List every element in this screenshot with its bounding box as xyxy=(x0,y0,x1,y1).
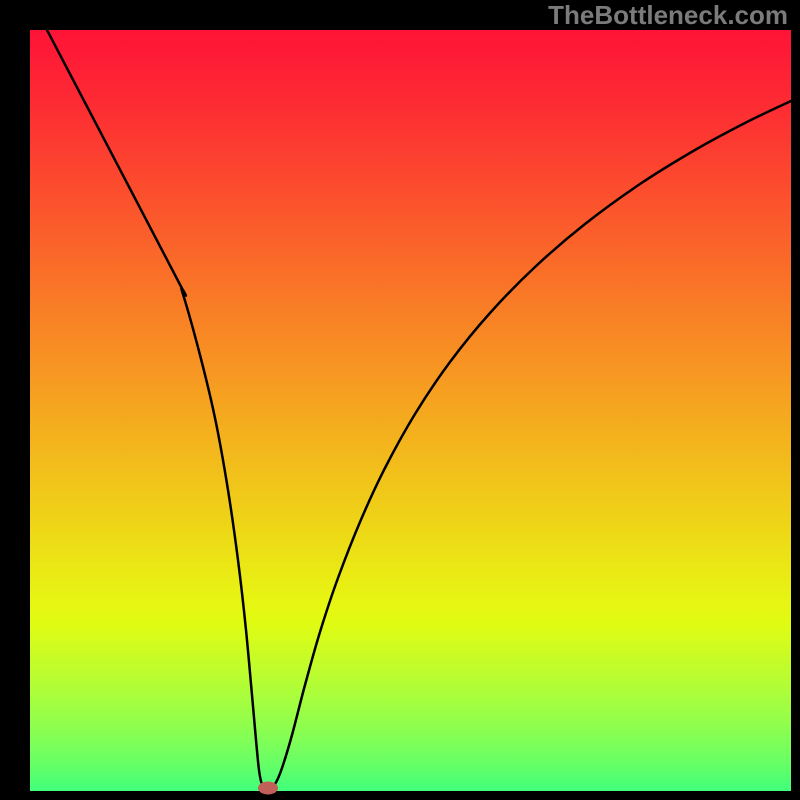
optimum-marker xyxy=(258,782,278,795)
chart-frame: TheBottleneck.com xyxy=(0,0,800,800)
watermark-text: TheBottleneck.com xyxy=(548,0,788,31)
curve-svg xyxy=(0,0,800,800)
plot-area xyxy=(30,30,791,791)
bottleneck-curve xyxy=(47,30,791,788)
